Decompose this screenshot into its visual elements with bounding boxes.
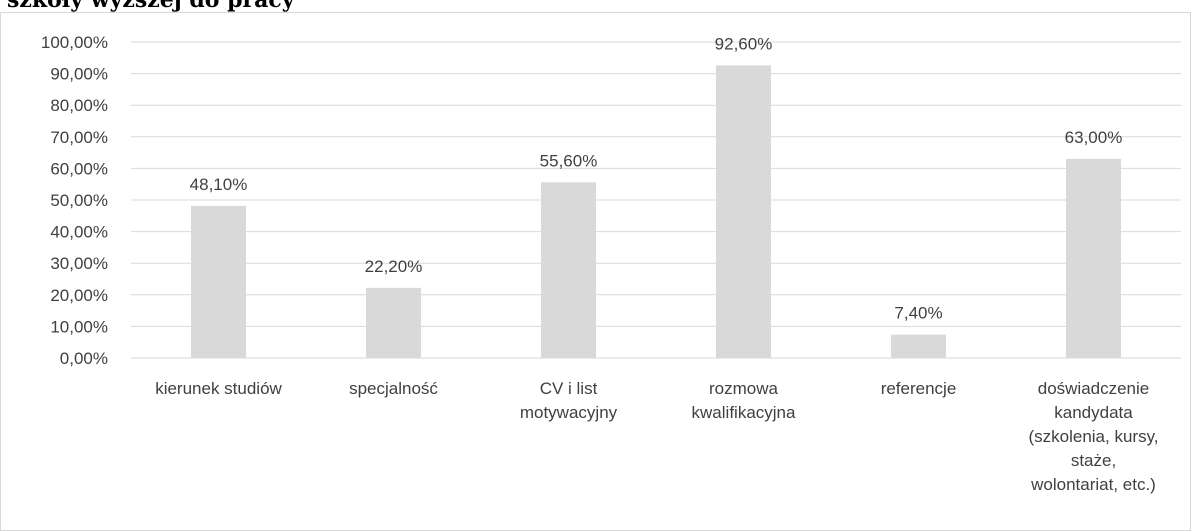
- data-label: 48,10%: [190, 175, 248, 194]
- y-tick-label: 10,00%: [50, 317, 108, 336]
- x-tick-label: referencje: [881, 379, 957, 398]
- bar: [1066, 158, 1121, 358]
- data-label: 92,60%: [715, 34, 773, 53]
- bar: [541, 182, 596, 358]
- y-tick-label: 70,00%: [50, 128, 108, 147]
- y-tick-label: 40,00%: [50, 223, 108, 242]
- bar: [191, 206, 246, 358]
- y-tick-label: 80,00%: [50, 96, 108, 115]
- x-tick-label: specjalność: [349, 379, 438, 398]
- y-tick-label: 100,00%: [41, 33, 108, 52]
- chart-title-fragment: szkoły wyższej do pracy: [7, 0, 295, 13]
- x-tick-label: rozmowa kwalifikacyjna: [692, 379, 796, 422]
- y-tick-label: 90,00%: [50, 65, 108, 84]
- y-tick-label: 0,00%: [60, 349, 108, 368]
- y-tick-label: 30,00%: [50, 254, 108, 273]
- bar: [366, 287, 421, 358]
- data-label: 63,00%: [1065, 128, 1123, 147]
- data-label: 7,40%: [894, 304, 942, 323]
- y-tick-label: 60,00%: [50, 159, 108, 178]
- bar: [891, 334, 946, 358]
- chart-frame: [0, 12, 1191, 531]
- y-tick-label: 20,00%: [50, 286, 108, 305]
- data-label: 22,20%: [365, 257, 423, 276]
- y-tick-label: 50,00%: [50, 191, 108, 210]
- bar: [716, 65, 771, 358]
- x-tick-label: CV i list motywacyjny: [520, 379, 618, 422]
- data-label: 55,60%: [540, 151, 598, 170]
- x-tick-label: kierunek studiów: [155, 379, 282, 398]
- x-tick-label: doświadczenie kandydata (szkolenia, kursy,…: [1028, 379, 1158, 494]
